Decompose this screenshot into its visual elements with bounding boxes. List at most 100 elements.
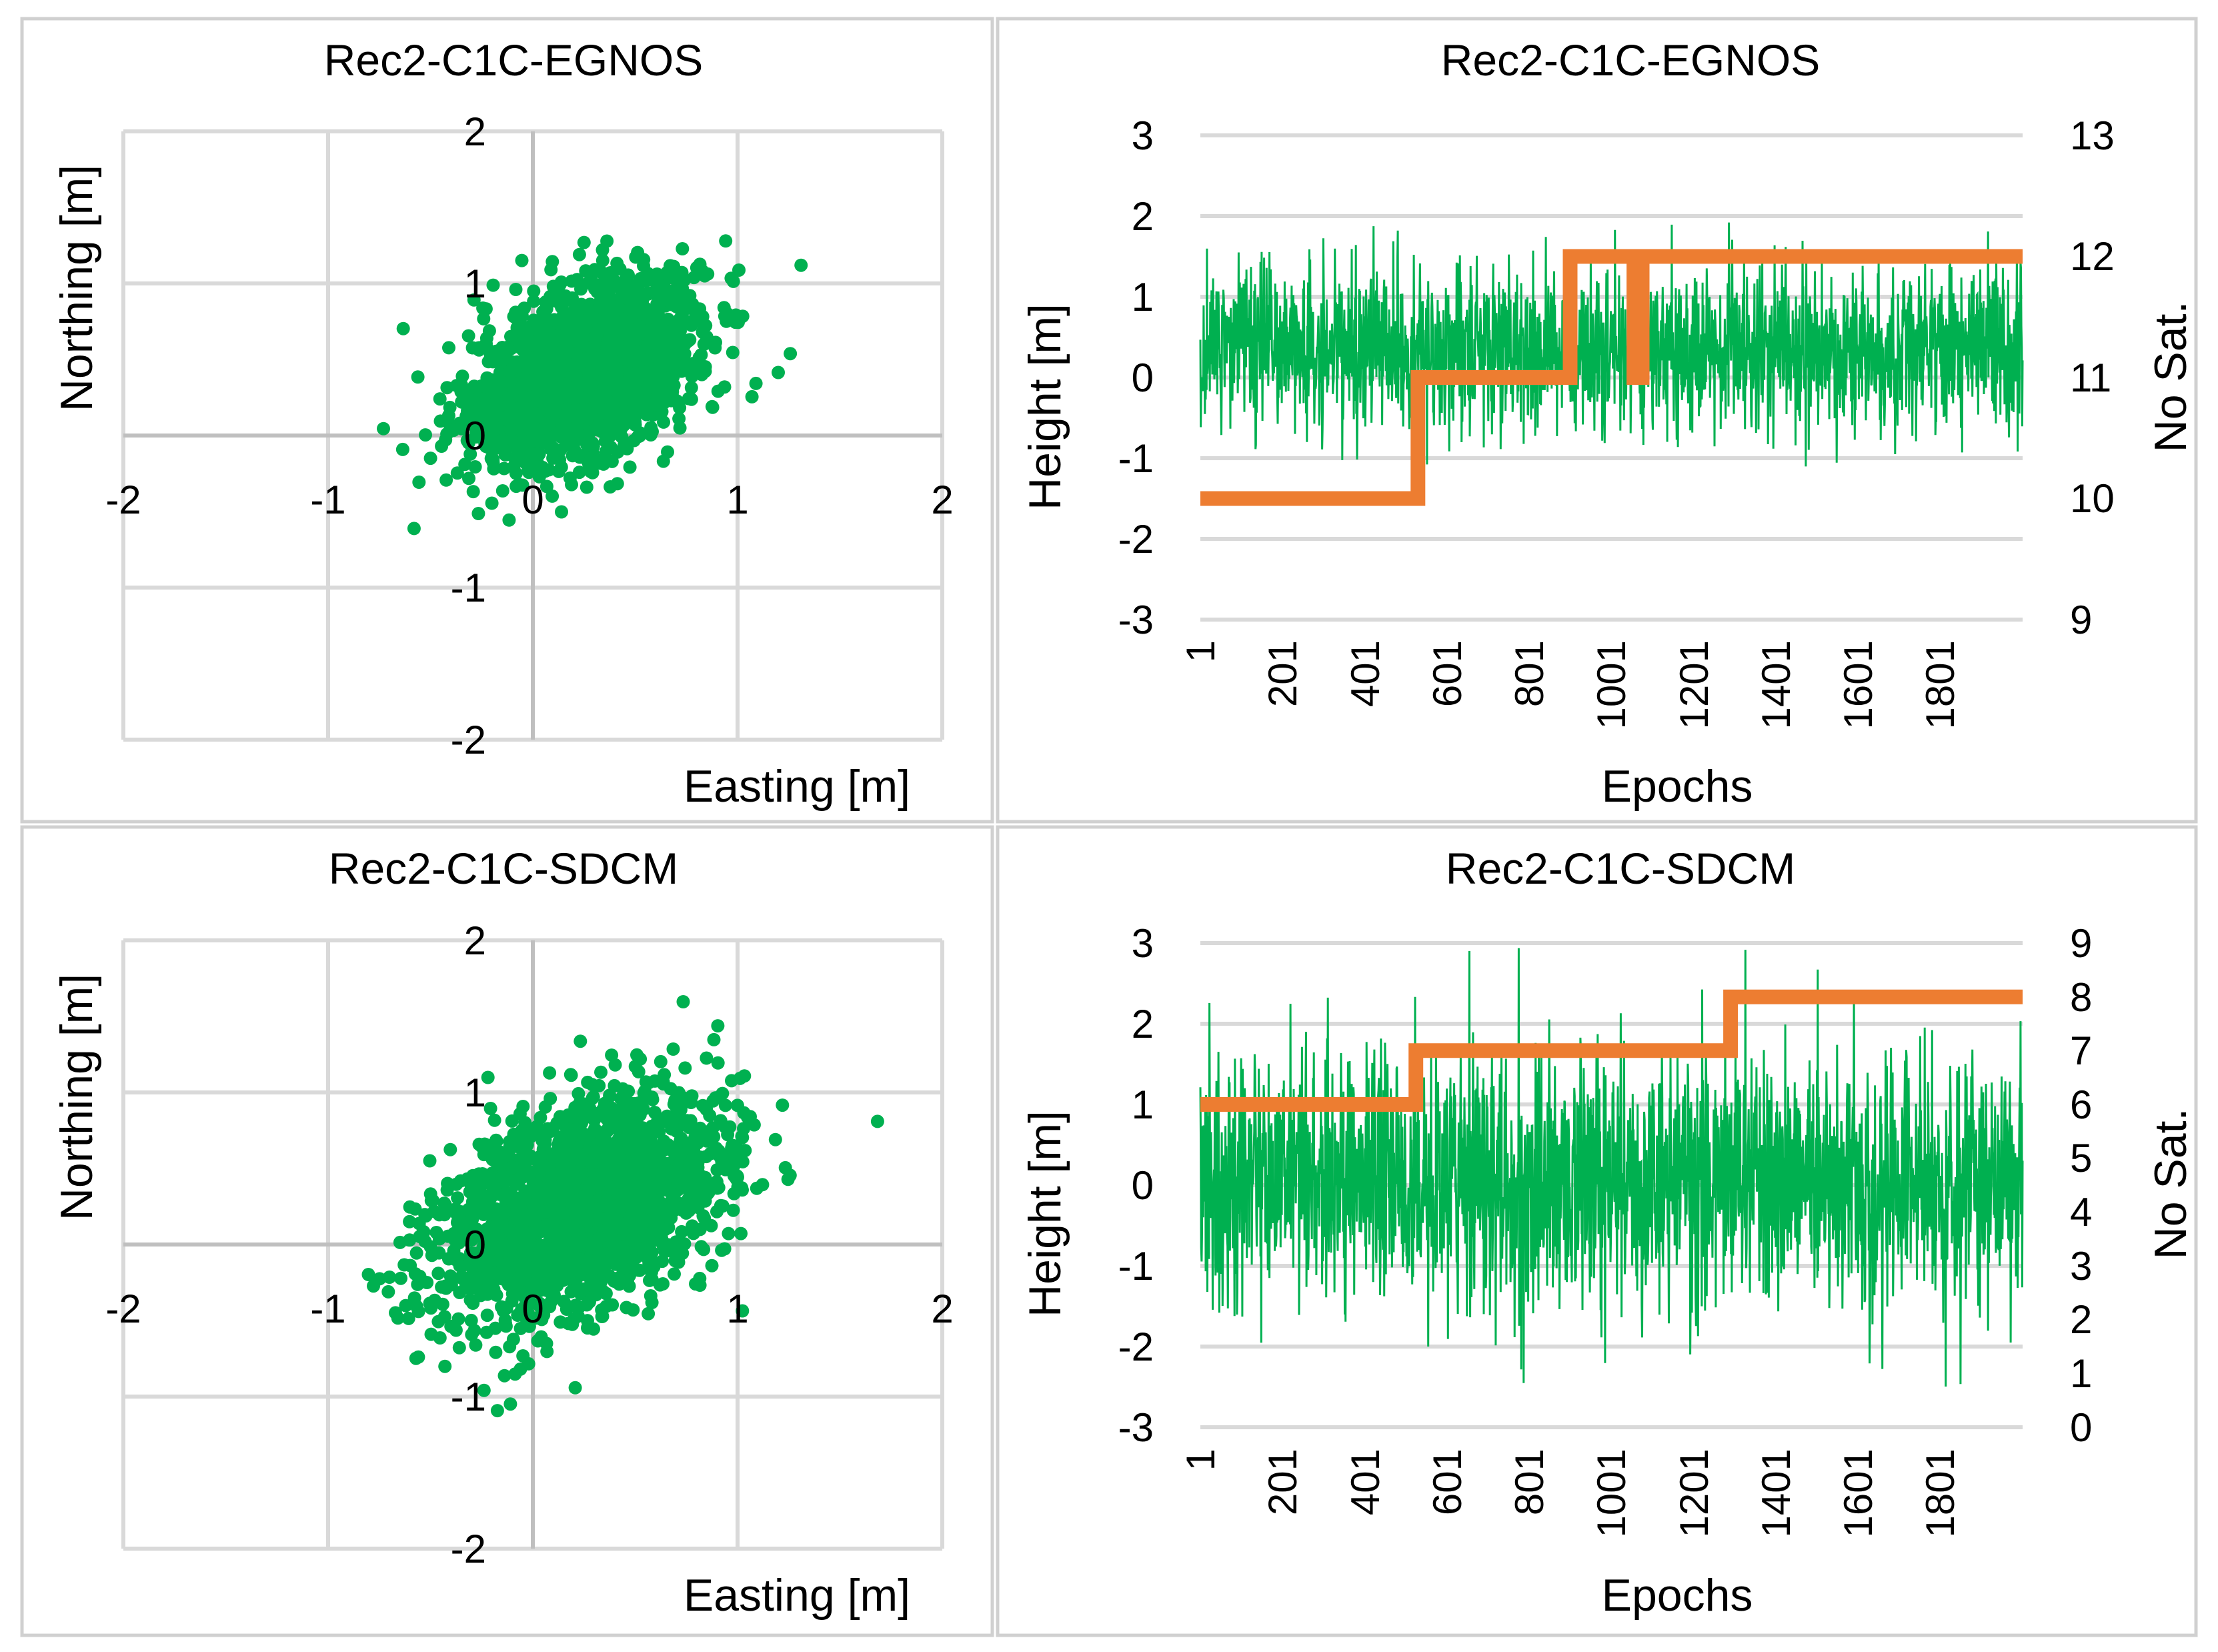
y-tick-label: -3 xyxy=(1118,1405,1154,1450)
scatter-point xyxy=(587,389,601,403)
scatter-point xyxy=(623,367,637,381)
scatter-point xyxy=(658,395,672,409)
scatter-point xyxy=(542,370,556,384)
scatter-point xyxy=(399,1299,413,1313)
scatter-point xyxy=(473,430,487,444)
scatter-point xyxy=(460,1233,474,1247)
y2-tick-label: 8 xyxy=(2070,975,2092,1020)
scatter-point xyxy=(684,381,698,395)
scatter-point xyxy=(468,460,482,474)
y2-tick-label: 2 xyxy=(2070,1297,2092,1342)
scatter-point xyxy=(566,291,579,305)
scatter-point xyxy=(696,325,710,339)
scatter-point xyxy=(586,457,600,471)
y2-tick-labels: 13 12 11 10 9 xyxy=(2070,113,2115,642)
scatter-point xyxy=(646,397,660,411)
scatter-point xyxy=(654,341,668,355)
scatter-point xyxy=(648,1206,662,1220)
scatter-point xyxy=(724,271,738,285)
scatter-point xyxy=(642,323,656,337)
y-tick-label: -2 xyxy=(1118,517,1154,562)
scatter-point xyxy=(680,1114,694,1128)
scatter-point xyxy=(623,355,637,369)
scatter-point xyxy=(419,428,432,442)
x-tick-label: 1401 xyxy=(1754,640,1799,729)
scatter-point xyxy=(588,1144,602,1158)
scatter-point xyxy=(616,1187,630,1201)
scatter-point xyxy=(413,1269,427,1283)
scatter-point xyxy=(562,1122,576,1136)
scatter-point xyxy=(391,1311,405,1325)
scatter-point xyxy=(551,329,565,343)
x-tick-label: 1801 xyxy=(1918,1449,1963,1537)
scatter-point xyxy=(593,1279,606,1293)
scatter-point xyxy=(658,325,672,339)
scatter-point xyxy=(678,1237,692,1251)
scatter-point xyxy=(565,274,579,288)
x-tick-label: 1601 xyxy=(1836,1449,1881,1537)
scatter-point xyxy=(612,1146,626,1160)
scatter-point xyxy=(618,411,632,426)
scatter-point xyxy=(719,234,733,248)
scatter-point xyxy=(698,1211,712,1225)
scatter-point xyxy=(453,1174,467,1188)
scatter-point xyxy=(554,460,568,474)
x-tick-label: -1 xyxy=(310,1287,345,1331)
scatter-point xyxy=(460,1281,474,1295)
scatter-point xyxy=(489,344,503,358)
scatter-point xyxy=(588,1113,602,1127)
scatter-point xyxy=(592,1249,606,1263)
scatter-point xyxy=(586,1078,599,1092)
scatter-point xyxy=(438,1359,452,1373)
scatter-point xyxy=(626,1196,640,1210)
scatter-point xyxy=(750,1181,764,1195)
scatter-point xyxy=(610,477,624,491)
scatter-point xyxy=(705,399,719,414)
scatter-point xyxy=(692,351,706,365)
scatter-point xyxy=(483,1102,497,1115)
scatter-point xyxy=(662,1220,676,1234)
scatter-point xyxy=(403,1200,417,1214)
y-tick-label: 1 xyxy=(464,261,486,306)
x-tick-label: 401 xyxy=(1343,640,1388,707)
x-tick-labels: 1 201 401 601 801 1001 1201 1401 1601 18… xyxy=(1178,640,1963,729)
scatter-point xyxy=(583,1101,597,1115)
scatter-point xyxy=(489,1345,503,1359)
scatter-point xyxy=(475,1196,489,1210)
scatter-point xyxy=(513,1198,527,1211)
scatter-point xyxy=(440,381,454,395)
scatter-point xyxy=(645,1296,659,1309)
scatter-point xyxy=(377,422,390,436)
scatter-point xyxy=(683,333,697,347)
scatter-point xyxy=(768,1132,782,1146)
scatter-point xyxy=(513,1321,527,1335)
y-axis-label: Northing [m] xyxy=(51,974,102,1220)
y-tick-labels: 3 2 1 0 -1 -2 -3 xyxy=(1118,921,1154,1450)
scatter-point xyxy=(711,384,725,398)
scatter-point xyxy=(580,480,594,494)
x-tick-label: 1601 xyxy=(1836,640,1881,729)
y-tick-label: 1 xyxy=(1132,1082,1154,1127)
scatter-point xyxy=(655,1155,669,1169)
scatter-point xyxy=(467,1324,481,1337)
x-tick-label: 201 xyxy=(1260,640,1305,707)
scatter-point xyxy=(527,294,541,308)
scatter-point xyxy=(537,1129,551,1143)
scatter-point xyxy=(497,1369,511,1383)
scatter-point xyxy=(465,1223,479,1237)
scatter-point xyxy=(670,1164,684,1178)
scatter-point xyxy=(463,1293,477,1307)
scatter-point xyxy=(609,1200,623,1214)
scatter-point xyxy=(442,341,455,355)
scatter-point xyxy=(396,321,410,335)
scatter-point xyxy=(626,1303,640,1317)
scatter-point xyxy=(666,1042,680,1056)
chart-scatter-sdcm: Rec2-C1C-SDCM -2 -1 0 1 2 2 1 0 -1 -2 xyxy=(51,844,954,1621)
scatter-point xyxy=(523,1295,537,1309)
y-tick-label: 0 xyxy=(464,1222,486,1267)
scatter-point xyxy=(546,1291,560,1304)
scatter-point xyxy=(367,1279,380,1293)
grid xyxy=(121,129,944,742)
scatter-point xyxy=(605,299,619,313)
scatter-point xyxy=(620,442,634,456)
